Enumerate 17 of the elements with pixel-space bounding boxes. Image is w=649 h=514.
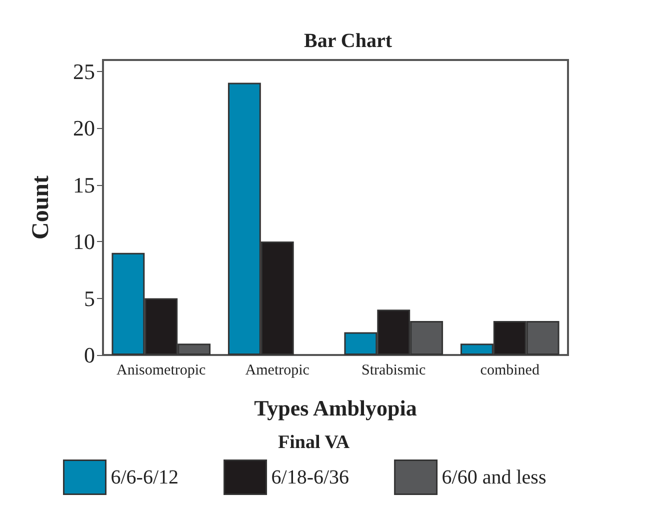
x-tick-label: combined (480, 362, 540, 378)
legend-title: Final VA (278, 432, 350, 453)
x-tick-label: Anisometropic (116, 362, 206, 378)
x-tick-label: Strabismic (362, 362, 426, 378)
y-tick-label: 5 (84, 286, 95, 311)
legend-label: 6/6-6/12 (110, 466, 179, 488)
chart-title: Bar Chart (304, 30, 392, 52)
legend-label: 6/60 and less (442, 466, 546, 488)
y-tick-label: 15 (73, 172, 95, 198)
y-tick-label: 20 (73, 116, 95, 141)
x-axis-title: Types Amblyopia (254, 396, 417, 420)
y-tick-label: 0 (84, 342, 95, 368)
x-tick-label: Ametropic (245, 362, 310, 378)
legend-label: 6/18-6/36 (271, 466, 350, 488)
y-tick-label: 10 (73, 229, 95, 254)
y-tick-label: 25 (73, 58, 95, 84)
y-axis-title: Count (28, 175, 54, 240)
